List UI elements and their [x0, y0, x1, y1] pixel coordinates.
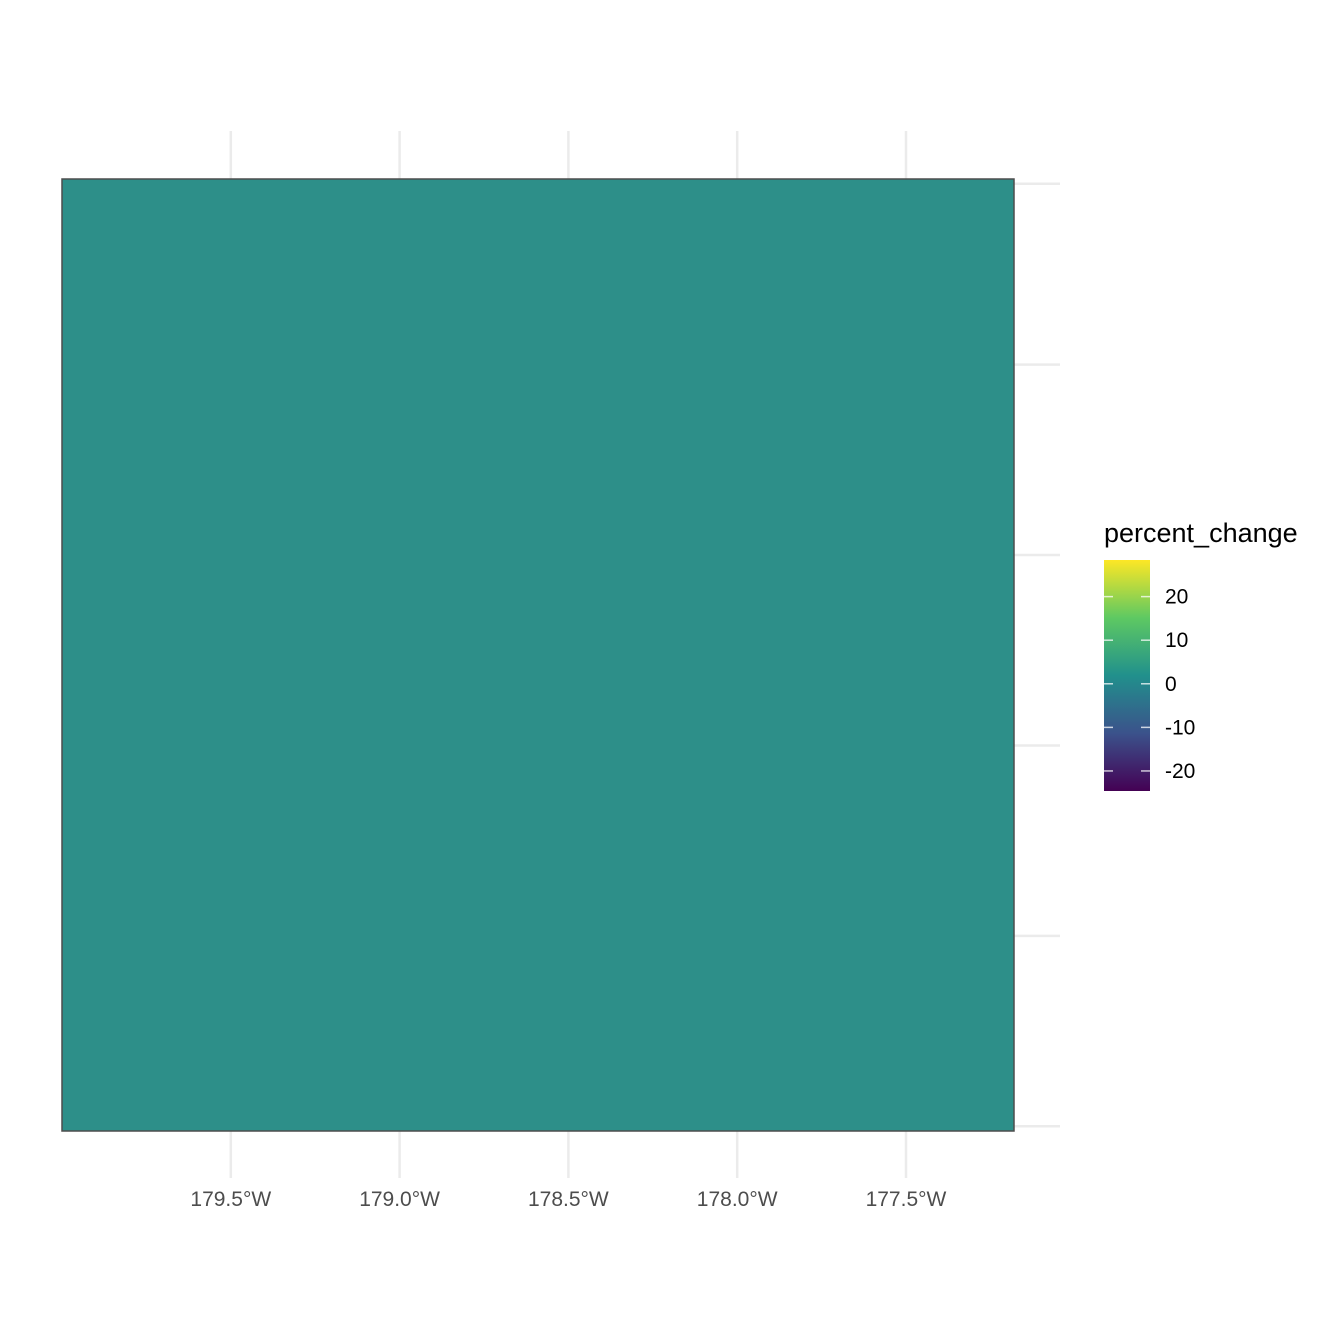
legend-tick-label: -10: [1165, 716, 1195, 739]
colorbar-legend: percent_change 20 10 0 -10 -20: [1104, 518, 1298, 791]
legend-tick-marks: [1104, 595, 1150, 772]
legend-tick-label: 20: [1165, 586, 1188, 609]
legend-colorbar: [1104, 560, 1150, 791]
map-data-cell: [61, 178, 1015, 1132]
legend-tick-label: 10: [1165, 629, 1188, 652]
x-tick-label: 179.5°W: [190, 1188, 271, 1211]
legend-tick-label: -20: [1165, 760, 1195, 783]
legend-tick-label: 0: [1165, 673, 1177, 696]
x-tick-label: 178.5°W: [528, 1188, 609, 1211]
x-tick-label: 177.5°W: [866, 1188, 947, 1211]
x-tick-label: 179.0°W: [359, 1188, 440, 1211]
legend-tick-labels: 20 10 0 -10 -20: [1165, 586, 1195, 783]
x-tick-label: 178.0°W: [697, 1188, 778, 1211]
x-axis-tick-labels: 179.5°W 179.0°W 178.5°W 178.0°W 177.5°W: [190, 1188, 946, 1211]
legend-title: percent_change: [1104, 518, 1298, 548]
